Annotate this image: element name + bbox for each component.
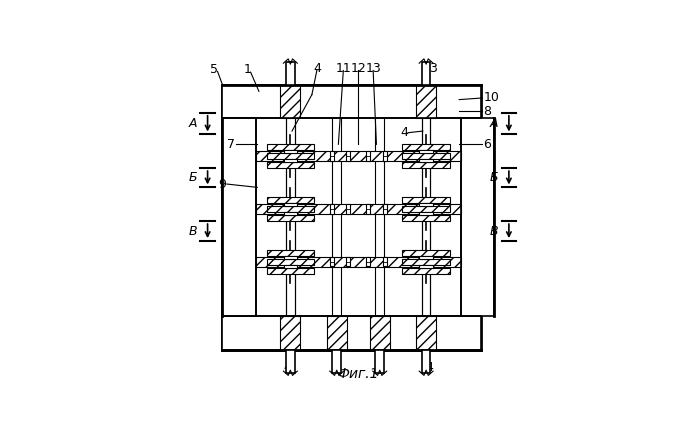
Bar [382, 204, 387, 214]
Text: 8: 8 [484, 104, 491, 118]
Bar [266, 206, 315, 212]
Bar [402, 197, 450, 203]
Bar [280, 85, 301, 118]
Text: В: В [188, 224, 197, 237]
Bar [256, 151, 461, 161]
Bar [402, 144, 450, 150]
Bar [421, 350, 431, 373]
Bar [266, 162, 315, 168]
Bar [402, 215, 450, 221]
Text: Фиг.1: Фиг.1 [338, 367, 379, 381]
Bar [419, 203, 433, 206]
Bar [284, 212, 297, 215]
Bar [419, 264, 433, 268]
Bar [346, 257, 350, 267]
Bar [416, 85, 436, 118]
Bar [266, 259, 315, 264]
Bar [346, 151, 350, 160]
Bar [366, 204, 370, 214]
Text: 2: 2 [287, 60, 294, 73]
Text: 4: 4 [313, 61, 321, 75]
Bar [284, 256, 297, 259]
Bar [330, 257, 334, 267]
Text: В: В [490, 224, 498, 237]
Bar [280, 316, 301, 350]
Bar [421, 61, 431, 85]
Bar [346, 204, 350, 214]
Text: Б: Б [490, 171, 498, 184]
Text: 9: 9 [218, 178, 226, 190]
Bar [402, 153, 450, 159]
Text: 5: 5 [210, 63, 218, 76]
Bar [222, 118, 256, 316]
Bar [382, 151, 387, 160]
Bar [402, 162, 450, 168]
Text: 6: 6 [484, 138, 491, 151]
Bar [366, 257, 370, 267]
Bar [284, 264, 297, 268]
Text: 4: 4 [401, 126, 408, 139]
Text: А: А [490, 117, 498, 130]
Bar [366, 151, 370, 160]
Bar [256, 257, 461, 267]
Text: 11: 11 [336, 61, 351, 75]
Bar [461, 118, 494, 316]
Text: 4: 4 [376, 361, 384, 374]
Text: 3: 3 [428, 61, 437, 75]
Bar [266, 197, 315, 203]
Bar [382, 257, 387, 267]
Bar [375, 350, 384, 373]
Bar [333, 350, 341, 373]
Bar [284, 159, 297, 162]
Bar [370, 316, 389, 350]
Bar [330, 204, 334, 214]
Bar [419, 159, 433, 162]
Bar [419, 256, 433, 259]
Bar [402, 206, 450, 212]
Text: А: А [189, 117, 197, 130]
Text: 4: 4 [283, 361, 291, 374]
Text: 13: 13 [366, 61, 381, 75]
Bar [330, 151, 334, 160]
Text: 4: 4 [333, 361, 340, 374]
Text: Б: Б [188, 171, 197, 184]
Bar [266, 144, 315, 150]
Bar [284, 150, 297, 153]
Bar [222, 316, 481, 350]
Bar [266, 250, 315, 256]
Text: 1: 1 [243, 63, 251, 76]
Bar [416, 316, 436, 350]
Text: 12: 12 [350, 61, 366, 75]
Text: 10: 10 [484, 92, 499, 104]
Bar [284, 203, 297, 206]
Bar [402, 250, 450, 256]
Text: 4: 4 [426, 361, 433, 374]
Bar [222, 85, 481, 350]
Bar [402, 268, 450, 273]
Bar [222, 85, 481, 118]
Bar [256, 204, 461, 214]
Bar [266, 215, 315, 221]
Bar [402, 259, 450, 264]
Bar [286, 350, 295, 373]
Bar [286, 61, 295, 85]
Text: 7: 7 [226, 138, 235, 151]
Bar [327, 316, 347, 350]
Bar [419, 150, 433, 153]
Bar [419, 212, 433, 215]
Bar [266, 153, 315, 159]
Bar [266, 268, 315, 273]
